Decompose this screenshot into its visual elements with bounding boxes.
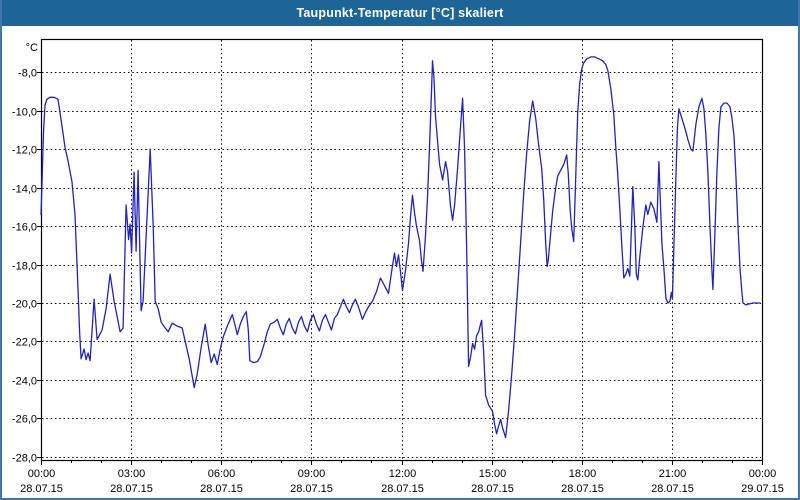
y-tick-label: -18,0 [12, 261, 37, 273]
plot-frame [40, 38, 764, 462]
x-tick-time-label: 15:00 [479, 468, 507, 480]
y-tick-label: -14,0 [12, 184, 37, 196]
y-tick-label: -26,0 [12, 414, 37, 426]
y-axis-unit-label: °C [26, 42, 38, 54]
x-tick-time-label: 06:00 [208, 468, 236, 480]
y-tick-label: -16,0 [12, 222, 37, 234]
chart-title: Taupunkt-Temperatur [°C] skaliert [296, 6, 504, 20]
y-tick-label: -20,0 [12, 299, 37, 311]
y-tick-label: -8,0 [18, 68, 37, 80]
x-tick-date-label: 28.07.15 [200, 483, 243, 495]
x-tick-time-label: 18:00 [569, 468, 597, 480]
x-tick-time-label: 00:00 [749, 468, 777, 480]
chart-title-bar: Taupunkt-Temperatur [°C] skaliert [2, 0, 798, 26]
x-tick-time-label: 21:00 [659, 468, 687, 480]
x-tick-date-label: 28.07.15 [651, 483, 694, 495]
x-tick-time-label: 12:00 [389, 468, 417, 480]
temperature-line [40, 56, 761, 439]
x-tick-date-label: 28.07.15 [561, 483, 604, 495]
x-tick-time-label: 03:00 [118, 468, 146, 480]
y-tick-label: -22,0 [12, 337, 37, 349]
x-tick-date-label: 28.07.15 [290, 483, 333, 495]
y-tick-label: -24,0 [12, 376, 37, 388]
x-tick-time-label: 00:00 [28, 468, 56, 480]
x-tick-time-label: 09:00 [298, 468, 326, 480]
x-tick-date-label: 28.07.15 [110, 483, 153, 495]
y-tick-label: -10,0 [12, 107, 37, 119]
x-tick-date-label: 28.07.15 [471, 483, 514, 495]
y-tick-label: -12,0 [12, 145, 37, 157]
x-tick-date-label: 28.07.15 [20, 483, 63, 495]
x-tick-date-label: 28.07.15 [381, 483, 424, 495]
x-tick-date-label: 29.07.15 [741, 483, 784, 495]
y-tick-label: -28,0 [12, 453, 37, 465]
